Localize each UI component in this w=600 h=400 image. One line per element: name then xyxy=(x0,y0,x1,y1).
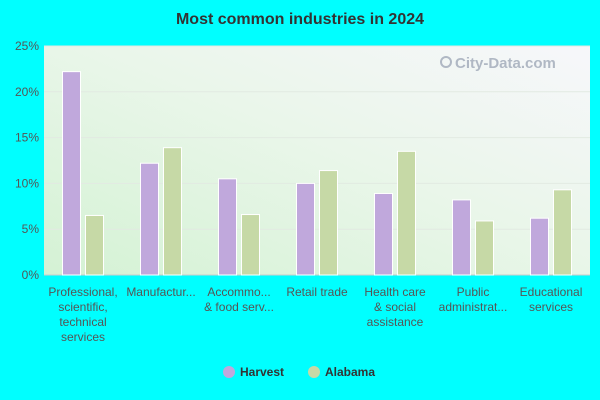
bar-alabama-5[interactable] xyxy=(475,220,494,276)
bar-alabama-4[interactable] xyxy=(397,150,416,276)
x-tick-label-line: assistance xyxy=(367,315,424,329)
watermark-text: City-Data.com xyxy=(455,55,556,72)
y-tick-label: 5% xyxy=(22,222,40,236)
y-tick-label: 25% xyxy=(15,39,39,53)
legend-swatch-alabama xyxy=(308,366,320,378)
bars xyxy=(62,71,572,276)
x-tick-label-line: Manufactur... xyxy=(126,285,195,299)
bar-alabama-1[interactable] xyxy=(163,147,182,276)
x-tick-label-line: administrat... xyxy=(439,300,508,314)
legend: Harvest Alabama xyxy=(223,365,375,379)
x-tick-label-line: & food serv... xyxy=(204,300,274,314)
bar-harvest-6[interactable] xyxy=(530,217,549,276)
x-tick-label-line: Educational xyxy=(520,285,583,299)
bar-harvest-1[interactable] xyxy=(140,162,159,276)
x-tick-label: Public administrat... xyxy=(439,285,508,314)
legend-swatch-harvest xyxy=(223,366,235,378)
y-tick-label: 0% xyxy=(22,268,40,282)
legend-label: Harvest xyxy=(240,365,284,379)
bar-alabama-6[interactable] xyxy=(553,189,572,276)
x-tick-label: Accommo... & food serv... xyxy=(204,285,274,314)
x-tick-label: Educational services xyxy=(520,285,583,314)
bar-alabama-0[interactable] xyxy=(85,214,104,276)
bar-harvest-5[interactable] xyxy=(452,199,471,276)
x-tick-label-line: Accommo... xyxy=(207,285,270,299)
x-tick-label-line: Retail trade xyxy=(286,285,348,299)
y-tick-label: 15% xyxy=(15,131,39,145)
grid-lines xyxy=(44,45,590,230)
x-tick-label-line: Public xyxy=(457,285,490,299)
x-tick-label-line: Professional, xyxy=(48,285,117,299)
x-tick-label-line: & social xyxy=(374,300,416,314)
x-tick-label-line: scientific, xyxy=(58,300,107,314)
bar-alabama-2[interactable] xyxy=(241,214,260,276)
bar-harvest-3[interactable] xyxy=(296,182,315,276)
x-tick-label: Retail trade xyxy=(286,285,348,299)
x-tick-label-line: services xyxy=(529,300,573,314)
bar-harvest-4[interactable] xyxy=(374,192,393,276)
y-axis: 0% 5% 10% 15% 20% 25% xyxy=(15,39,590,282)
x-axis-labels: Professional, scientific, technical service… xyxy=(48,285,582,344)
y-tick-label: 20% xyxy=(15,85,39,99)
plot-area xyxy=(44,46,590,275)
x-tick-label: Health care & social assistance xyxy=(364,285,426,329)
bar-harvest-0[interactable] xyxy=(62,71,81,276)
bar-alabama-3[interactable] xyxy=(319,170,338,276)
magnifier-icon xyxy=(440,56,452,68)
x-tick-label: Professional, scientific, technical service… xyxy=(48,285,117,344)
x-tick-label: Manufactur... xyxy=(126,285,195,299)
bar-harvest-2[interactable] xyxy=(218,178,237,276)
x-tick-label-line: Health care xyxy=(364,285,426,299)
legend-label: Alabama xyxy=(325,365,375,379)
watermark: City-Data.com xyxy=(440,55,556,72)
chart-title: Most common industries in 2024 xyxy=(176,11,424,28)
y-tick-label: 10% xyxy=(15,176,39,190)
x-tick-label-line: technical xyxy=(59,315,106,329)
x-tick-label-line: services xyxy=(61,330,105,344)
